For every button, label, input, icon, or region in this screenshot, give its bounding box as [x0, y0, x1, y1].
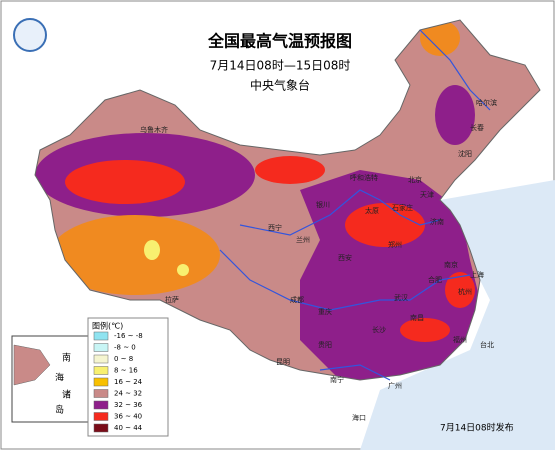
city: 广州: [388, 381, 402, 390]
rivers: [219, 29, 491, 381]
city: 南昌: [410, 313, 424, 322]
legend-title: 图例(℃): [92, 321, 123, 331]
sea: [360, 180, 555, 450]
zone-36-40: [65, 160, 185, 204]
legend-label: 32 ~ 36: [114, 401, 143, 409]
legend-label: -8 ~ 0: [114, 344, 136, 352]
zone-32-36: [435, 85, 475, 145]
period: 7月14日08时—15日08时: [210, 59, 351, 73]
inset-label: 海: [55, 372, 64, 384]
city: 石家庄: [392, 203, 413, 212]
city: 贵阳: [318, 340, 332, 349]
city: 昆明: [276, 358, 290, 366]
city: 南京: [444, 260, 458, 269]
legend-swatch: [93, 400, 109, 410]
city: 合肥: [428, 275, 442, 284]
city: 乌鲁木齐: [140, 125, 168, 134]
legend-swatch: [93, 377, 109, 387]
legend-swatch: [93, 423, 109, 433]
legend: 图例(℃) -16 ~ -8 -8 ~ 0 0 ~ 8 8 ~ 16 16 ~ 24 24…: [87, 317, 169, 437]
legend-label: 16 ~ 24: [114, 378, 143, 386]
zone-16-24: [420, 20, 460, 56]
zone-8-16: [144, 240, 160, 260]
city-labels: 乌鲁木齐 哈尔滨 长春 沈阳 北京 天津 石家庄 太原 济南 呼和浩特 银川 西…: [140, 98, 497, 422]
inset-label: 南: [62, 352, 71, 364]
city: 银川: [316, 200, 330, 209]
issuer: 中央气象台: [250, 78, 310, 93]
city: 呼和浩特: [350, 173, 378, 182]
city: 太原: [365, 206, 379, 215]
city: 西安: [338, 253, 352, 262]
legend-label: 36 ~ 40: [114, 413, 142, 421]
legend-label: 40 ~ 44: [114, 424, 143, 432]
city: 西宁: [268, 223, 282, 232]
city: 长春: [470, 123, 484, 132]
legend-swatch: [93, 412, 109, 421]
city: 哈尔滨: [476, 98, 497, 107]
legend-label: -16 ~ -8: [114, 332, 143, 340]
city: 海口: [352, 413, 366, 422]
inset-label: 岛: [55, 404, 64, 416]
legend-label: 24 ~ 32: [114, 390, 142, 398]
city: 南宁: [330, 375, 344, 384]
city: 长沙: [372, 325, 386, 334]
legend-swatch: [93, 389, 109, 398]
zone-16-24: [50, 215, 220, 295]
city: 上海: [470, 270, 484, 279]
logo: [13, 18, 47, 52]
inset-land: [13, 344, 51, 386]
city: 杭州: [458, 287, 472, 296]
legend-swatch: [93, 354, 109, 364]
city: 重庆: [318, 307, 332, 316]
city: 济南: [430, 217, 444, 226]
title: 全国最高气温预报图: [207, 32, 352, 51]
zone-24-32: [230, 250, 300, 350]
city: 天津: [420, 191, 434, 199]
footer: 7月14日08时发布: [440, 422, 514, 434]
city: 武汉: [394, 293, 408, 302]
city: 成都: [290, 295, 304, 304]
legend-swatch: [93, 366, 109, 375]
city: 台北: [480, 340, 494, 349]
inset-label: 诸: [62, 390, 71, 401]
city: 沈阳: [458, 149, 472, 158]
city: 兰州: [296, 235, 310, 244]
legend-label: 0 ~ 8: [114, 355, 133, 363]
zone-36-40: [255, 156, 325, 184]
city: 福州: [453, 335, 467, 344]
zone-36-40: [445, 272, 475, 308]
legend-label: 8 ~ 16: [114, 367, 138, 375]
zone-36-40: [345, 203, 425, 247]
zone-8-16: [177, 264, 189, 276]
legend-swatch: [93, 343, 109, 352]
legend-swatch: [93, 331, 109, 341]
city: 郑州: [388, 241, 402, 249]
city: 拉萨: [165, 295, 179, 304]
city: 北京: [408, 175, 422, 184]
zone-36-40: [400, 318, 450, 342]
